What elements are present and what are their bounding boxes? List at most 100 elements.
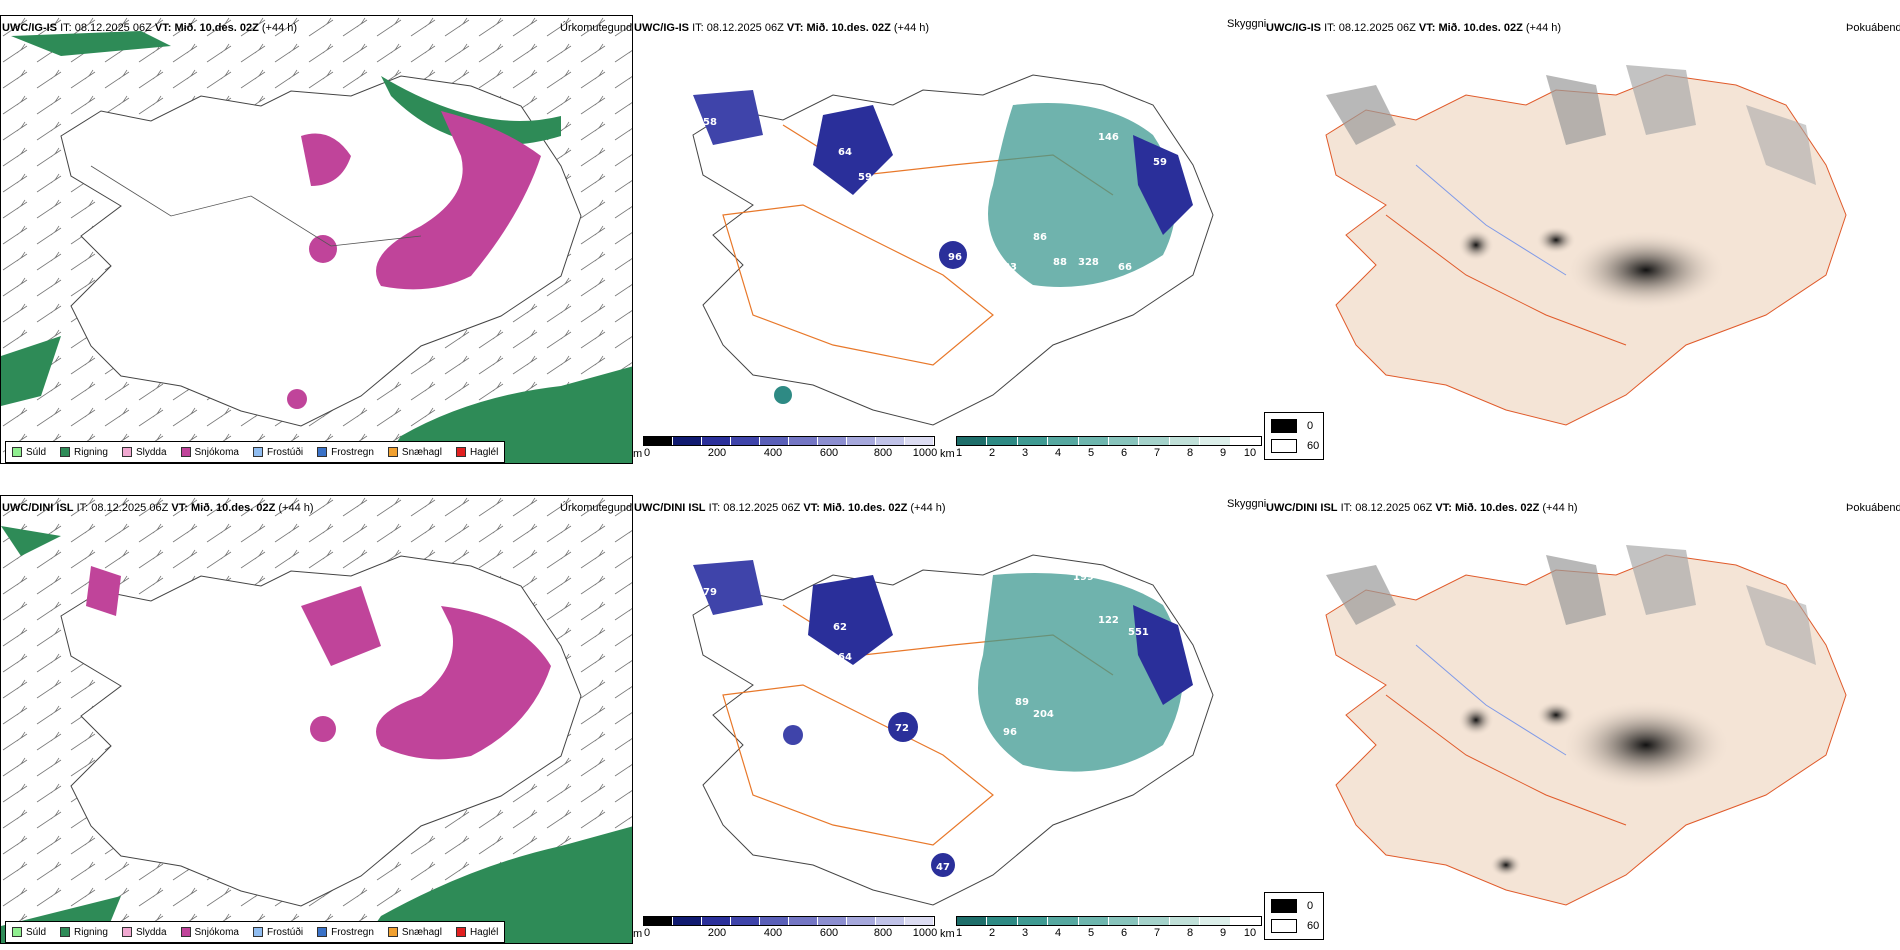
svg-text:59: 59 — [1153, 157, 1167, 168]
visibility-unit: km — [940, 448, 955, 460]
tick-label: 4 — [1054, 927, 1062, 939]
legend-item: Snjókoma — [180, 927, 239, 938]
visibility-strip — [956, 436, 1262, 446]
cloud-title-bottom: Skyggni — [1227, 498, 1267, 510]
header-bottom-precip: UWC/DINI ISL IT: 08.12.2025 06Z VT: Mið.… — [2, 502, 314, 514]
visibility-strip — [956, 916, 1262, 926]
fog-legend-bottom: 0 60 — [1264, 892, 1324, 940]
legend-item: Haglél — [455, 927, 498, 938]
cloudbase-colorbar-bottom: m 0 200 400 600 800 1000 — [633, 916, 938, 940]
tick-label: 1000 — [912, 927, 938, 939]
fog-low-label: 60 — [1307, 920, 1320, 932]
cloud-title-top: Skyggni — [1227, 18, 1267, 30]
tick-label: 0 — [643, 447, 651, 459]
header-bottom-fog: UWC/DINI ISL IT: 08.12.2025 06Z VT: Mið.… — [1266, 502, 1578, 514]
fog-high-label: 0 — [1307, 900, 1314, 912]
svg-text:204: 204 — [1033, 709, 1054, 720]
tick-label: 200 — [707, 927, 727, 939]
svg-text:64: 64 — [838, 652, 852, 663]
tick-label: 8 — [1186, 447, 1194, 459]
tick-label: 9 — [1219, 927, 1227, 939]
legend-item: Frostúði — [252, 447, 303, 458]
tick-label: 5 — [1087, 447, 1095, 459]
tick-label: 3 — [1021, 927, 1029, 939]
legend-item: Súld — [12, 927, 46, 938]
cloud-map-bottom: 62 64 199 122 551 89 204 96 72 47 79 — [692, 554, 1214, 906]
legend-item: Rigning — [60, 447, 108, 458]
svg-text:101: 101 — [898, 177, 919, 188]
tick-label: 400 — [763, 447, 783, 459]
legend-item: Slydda — [121, 447, 167, 458]
svg-text:146: 146 — [1098, 132, 1119, 143]
header-top-fog: UWC/IG-IS IT: 08.12.2025 06Z VT: Mið. 10… — [1266, 22, 1562, 34]
tick-label: 200 — [707, 447, 727, 459]
svg-text:66: 66 — [1118, 262, 1132, 273]
tick-label: 6 — [1120, 447, 1128, 459]
svg-text:89: 89 — [1015, 697, 1029, 708]
visibility-colorbar-bottom: km 1 2 3 4 5 6 7 8 9 10 — [940, 916, 1262, 940]
header-top-cloud: UWC/IG-IS IT: 08.12.2025 06Z VT: Mið. 10… — [634, 22, 930, 34]
legend-item: Rigning — [60, 927, 108, 938]
tick-label: 6 — [1120, 927, 1128, 939]
fog-high-label: 0 — [1307, 420, 1314, 432]
header-bottom-cloud: UWC/DINI ISL IT: 08.12.2025 06Z VT: Mið.… — [634, 502, 946, 514]
svg-text:96: 96 — [948, 252, 962, 263]
cloudbase-strip — [643, 436, 935, 446]
visibility-colorbar-top: km 1 2 3 4 5 6 7 8 9 10 — [940, 436, 1262, 460]
svg-text:59: 59 — [858, 172, 872, 183]
svg-text:83: 83 — [1003, 262, 1017, 273]
legend-item: Haglél — [455, 447, 498, 458]
cloud-map-top: 64 59 101 146 59 86 83 88 328 66 96 58 — [692, 74, 1214, 426]
tick-label: 8 — [1186, 927, 1194, 939]
svg-text:199: 199 — [1073, 572, 1094, 583]
cloud-panel-bottom: 62 64 199 122 551 89 204 96 72 47 79 — [633, 495, 1266, 944]
tick-label: 7 — [1153, 447, 1161, 459]
cloudbase-strip — [643, 916, 935, 926]
svg-text:86: 86 — [1033, 232, 1047, 243]
fog-map-bottom — [1325, 545, 1847, 906]
tick-label: 1000 — [912, 447, 938, 459]
legend-item: Snæhagl — [387, 447, 442, 458]
legend-item: Frostúði — [252, 927, 303, 938]
tick-label: 10 — [1243, 447, 1257, 459]
precip-legend-top: Súld Rigning Slydda Snjókoma Frostúði Fr… — [5, 441, 506, 463]
fog-title-bottom: Þokuábendi — [1846, 502, 1900, 514]
fog-low-label: 60 — [1307, 440, 1320, 452]
svg-text:72: 72 — [895, 723, 909, 734]
svg-text:62: 62 — [833, 622, 847, 633]
tick-label: 5 — [1087, 927, 1095, 939]
tick-label: 3 — [1021, 447, 1029, 459]
legend-item: Frostregn — [317, 927, 374, 938]
tick-label: 10 — [1243, 927, 1257, 939]
precip-map-bottom — [1, 496, 632, 943]
legend-item: Súld — [12, 447, 46, 458]
cloudbase-colorbar-top: m 0 200 400 600 800 1000 — [633, 436, 938, 460]
visibility-unit: km — [940, 928, 955, 940]
tick-label: 1 — [955, 927, 963, 939]
legend-item: Slydda — [121, 927, 167, 938]
tick-label: 600 — [819, 927, 839, 939]
fog-legend-top: 0 60 — [1264, 412, 1324, 460]
legend-item: Snæhagl — [387, 927, 442, 938]
precip-title-bottom: Úrkomutegund — [560, 502, 633, 514]
tick-label: 800 — [873, 447, 893, 459]
svg-text:79: 79 — [703, 587, 717, 598]
legend-item: Frostregn — [317, 447, 374, 458]
tick-label: 4 — [1054, 447, 1062, 459]
fog-panel-top — [1266, 15, 1900, 464]
cloudbase-unit: m — [633, 928, 643, 940]
svg-text:328: 328 — [1078, 257, 1099, 268]
tick-label: 2 — [988, 927, 996, 939]
tick-label: 600 — [819, 447, 839, 459]
svg-text:122: 122 — [1098, 615, 1119, 626]
fog-map-top — [1325, 65, 1847, 426]
tick-label: 7 — [1153, 927, 1161, 939]
legend-item: Snjókoma — [180, 447, 239, 458]
svg-text:47: 47 — [936, 862, 950, 873]
svg-text:88: 88 — [1053, 257, 1067, 268]
tick-label: 2 — [988, 447, 996, 459]
tick-label: 800 — [873, 927, 893, 939]
precip-title-top: Úrkomutegund — [560, 22, 633, 34]
svg-text:96: 96 — [1003, 727, 1017, 738]
tick-label: 400 — [763, 927, 783, 939]
